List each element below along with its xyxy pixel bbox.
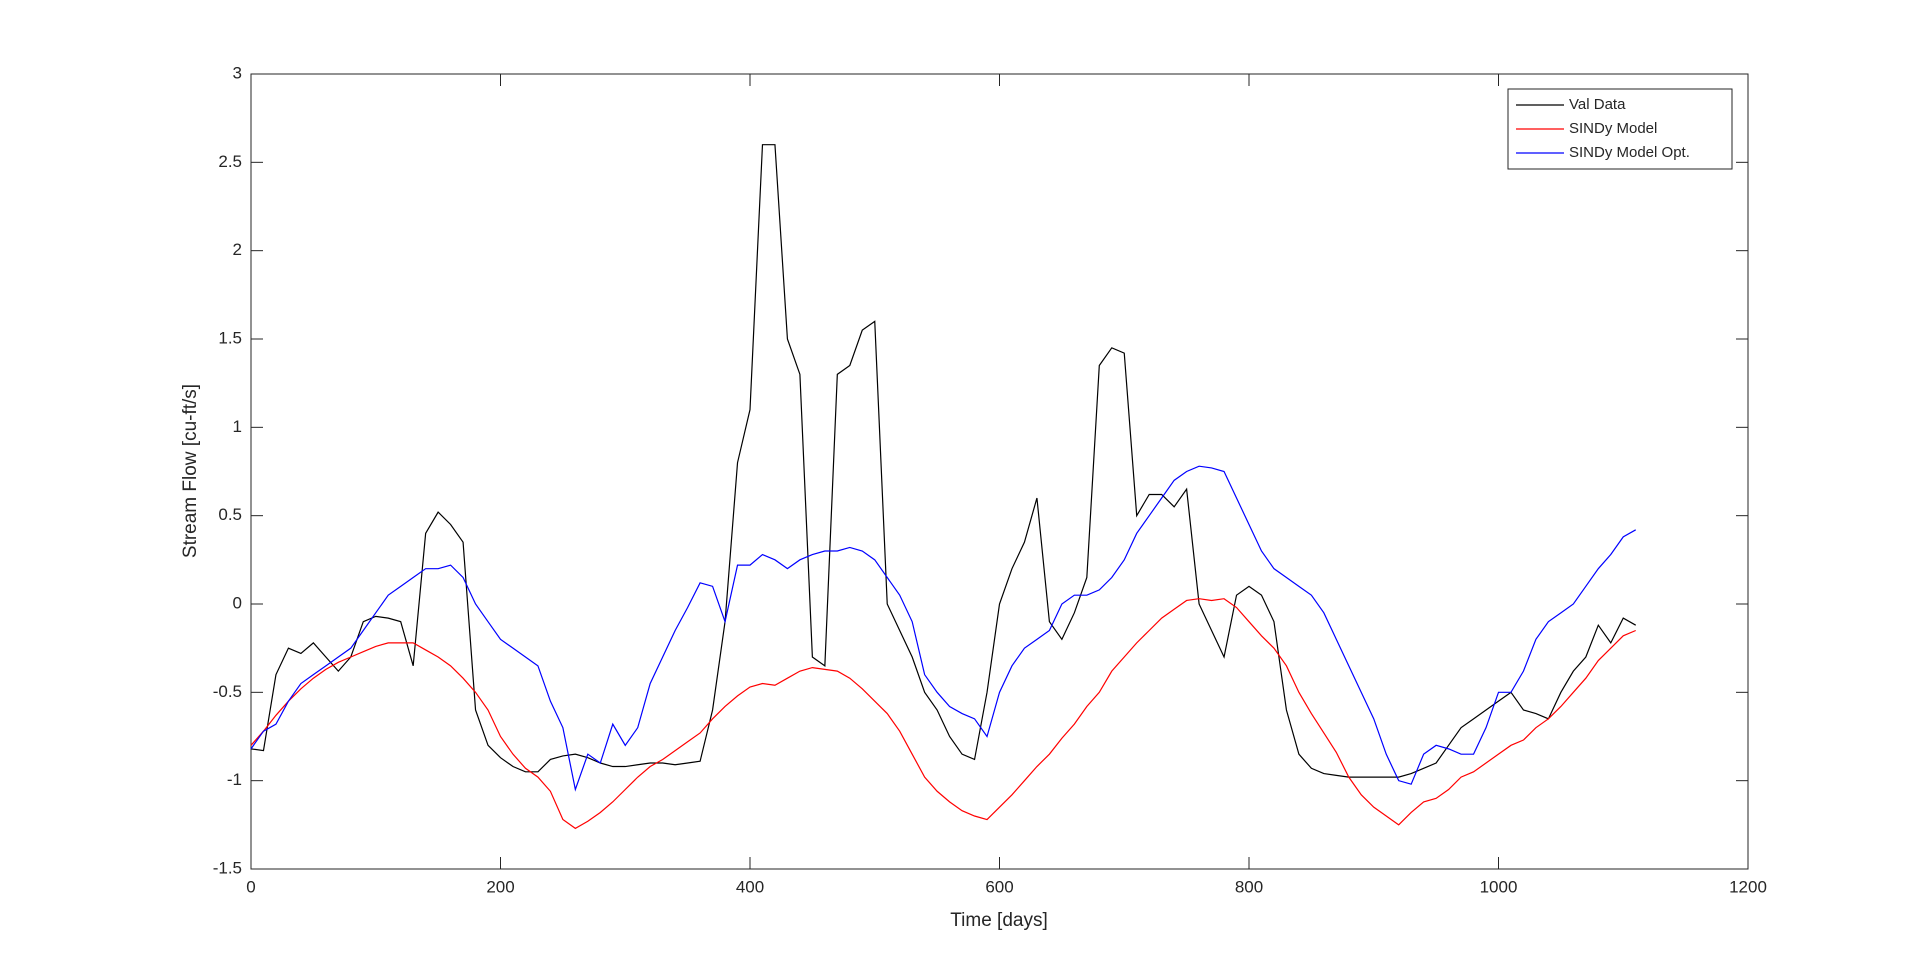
x-tick-label: 800 bbox=[1235, 877, 1263, 896]
x-tick-label: 1000 bbox=[1480, 877, 1518, 896]
x-tick-label: 1200 bbox=[1729, 877, 1767, 896]
series-line bbox=[250, 465, 1637, 792]
x-tick-label: 600 bbox=[985, 877, 1013, 896]
plot-area bbox=[250, 73, 1749, 870]
y-tick-label: 0 bbox=[233, 593, 242, 612]
y-tick-label: 1 bbox=[233, 417, 242, 436]
x-tick-label: 400 bbox=[736, 877, 764, 896]
y-tick-label: 1.5 bbox=[218, 328, 242, 347]
x-tick-label: 0 bbox=[246, 877, 255, 896]
y-axis-label: Stream Flow [cu-ft/s] bbox=[180, 384, 201, 558]
y-tick-label: 2.5 bbox=[218, 152, 242, 171]
legend: Val Data SINDy Model SINDy Model Opt. bbox=[1507, 88, 1733, 170]
x-tick-label: 200 bbox=[486, 877, 514, 896]
legend-label: Val Data bbox=[1569, 96, 1626, 113]
y-tick-label: 0.5 bbox=[218, 505, 242, 524]
legend-label: SINDy Model Opt. bbox=[1569, 144, 1690, 161]
y-tick-label: -0.5 bbox=[213, 682, 242, 701]
y-tick-label: -1 bbox=[227, 770, 242, 789]
series-line bbox=[250, 144, 1637, 778]
series-line bbox=[250, 598, 1636, 830]
y-tick-label: -1.5 bbox=[213, 858, 242, 877]
x-axis-label: Time [days] bbox=[950, 910, 1048, 931]
y-tick-label: 2 bbox=[233, 240, 242, 259]
legend-label: SINDy Model bbox=[1569, 120, 1657, 137]
y-tick-label: 3 bbox=[233, 63, 242, 82]
